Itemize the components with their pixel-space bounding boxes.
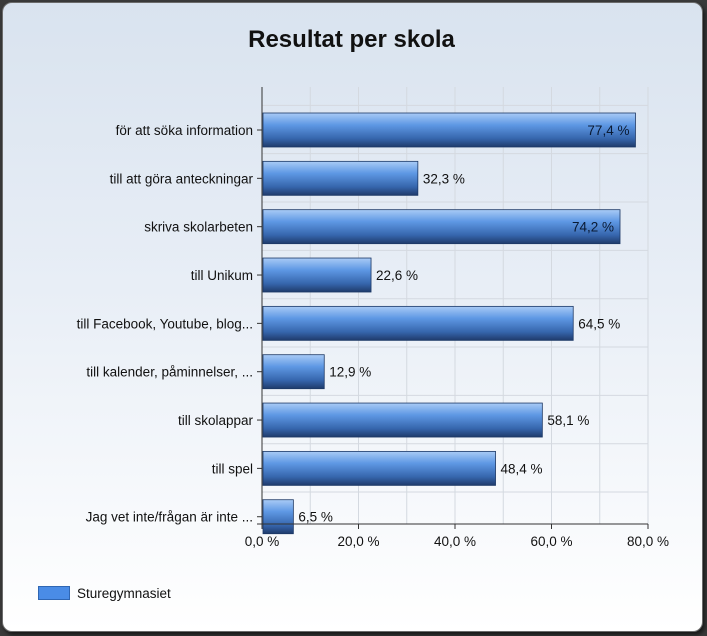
category-label: till spel <box>212 461 253 476</box>
labels: 0,0 % 20,0 % 40,0 % 60,0 % 80,0 % för att sök… <box>77 123 669 549</box>
data-label: 32,3 % <box>423 171 465 186</box>
x-tick-label: 0,0 % <box>245 534 280 549</box>
data-label: 77,4 % <box>587 123 629 138</box>
category-label: till att göra anteckningar <box>110 171 254 186</box>
category-label: Jag vet inte/frågan är inte ... <box>86 510 253 525</box>
category-label: till kalender, påminnelser, ... <box>86 365 253 380</box>
x-tick-label: 60,0 % <box>530 534 572 549</box>
bar <box>262 402 543 438</box>
x-tick-label: 80,0 % <box>627 534 669 549</box>
bar <box>262 209 621 245</box>
data-label: 6,5 % <box>298 510 333 525</box>
legend-swatch <box>38 586 70 600</box>
category-label: till Unikum <box>191 268 253 283</box>
bar <box>262 499 294 535</box>
data-label: 48,4 % <box>501 461 543 476</box>
bar <box>262 305 574 341</box>
data-label: 12,9 % <box>329 365 371 380</box>
bars <box>262 112 636 535</box>
category-label: för att söka information <box>116 123 253 138</box>
bar <box>262 354 325 390</box>
legend-label: Sturegymnasiet <box>77 585 171 601</box>
legend: Sturegymnasiet <box>38 584 171 602</box>
x-tick-label: 40,0 % <box>434 534 476 549</box>
chart-title: Resultat per skola <box>248 26 455 53</box>
x-tick-label: 20,0 % <box>337 534 379 549</box>
category-label: till Facebook, Youtube, blog... <box>77 316 253 331</box>
axes <box>257 87 649 529</box>
bar <box>262 112 636 148</box>
data-label: 64,5 % <box>578 316 620 331</box>
data-label: 58,1 % <box>547 413 589 428</box>
bar <box>262 160 419 196</box>
data-label: 74,2 % <box>572 220 614 235</box>
category-label: skriva skolarbeten <box>144 220 253 235</box>
category-label: till skolappar <box>178 413 254 428</box>
bar <box>262 257 372 293</box>
data-label: 22,6 % <box>376 268 418 283</box>
bar <box>262 450 496 486</box>
